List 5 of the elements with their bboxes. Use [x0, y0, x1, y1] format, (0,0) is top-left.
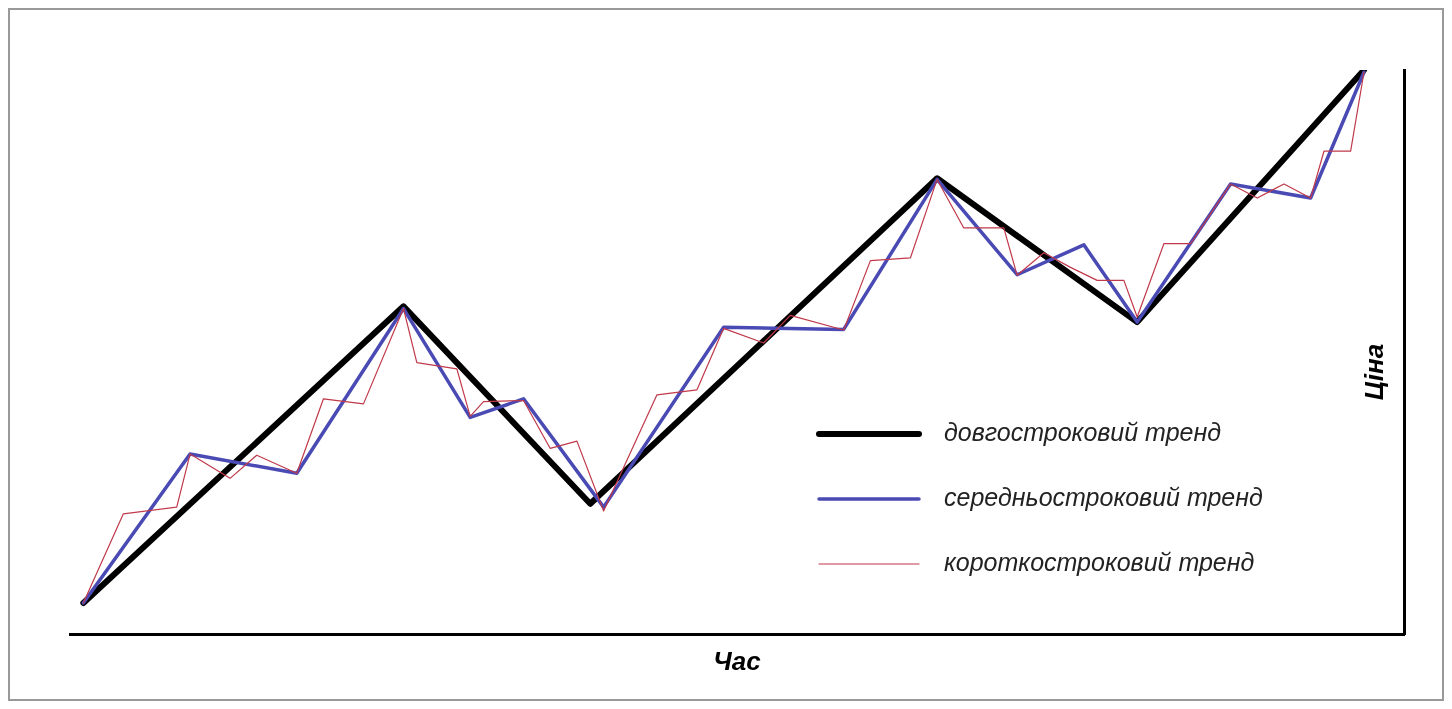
- legend-label: середньостроковий тренд: [944, 482, 1264, 511]
- x-axis-title: Час: [713, 646, 762, 677]
- y-axis-title: Ціна: [1359, 343, 1390, 401]
- legend-label: довгостроковий тренд: [944, 417, 1222, 446]
- legend-label: короткостроковий тренд: [944, 547, 1255, 576]
